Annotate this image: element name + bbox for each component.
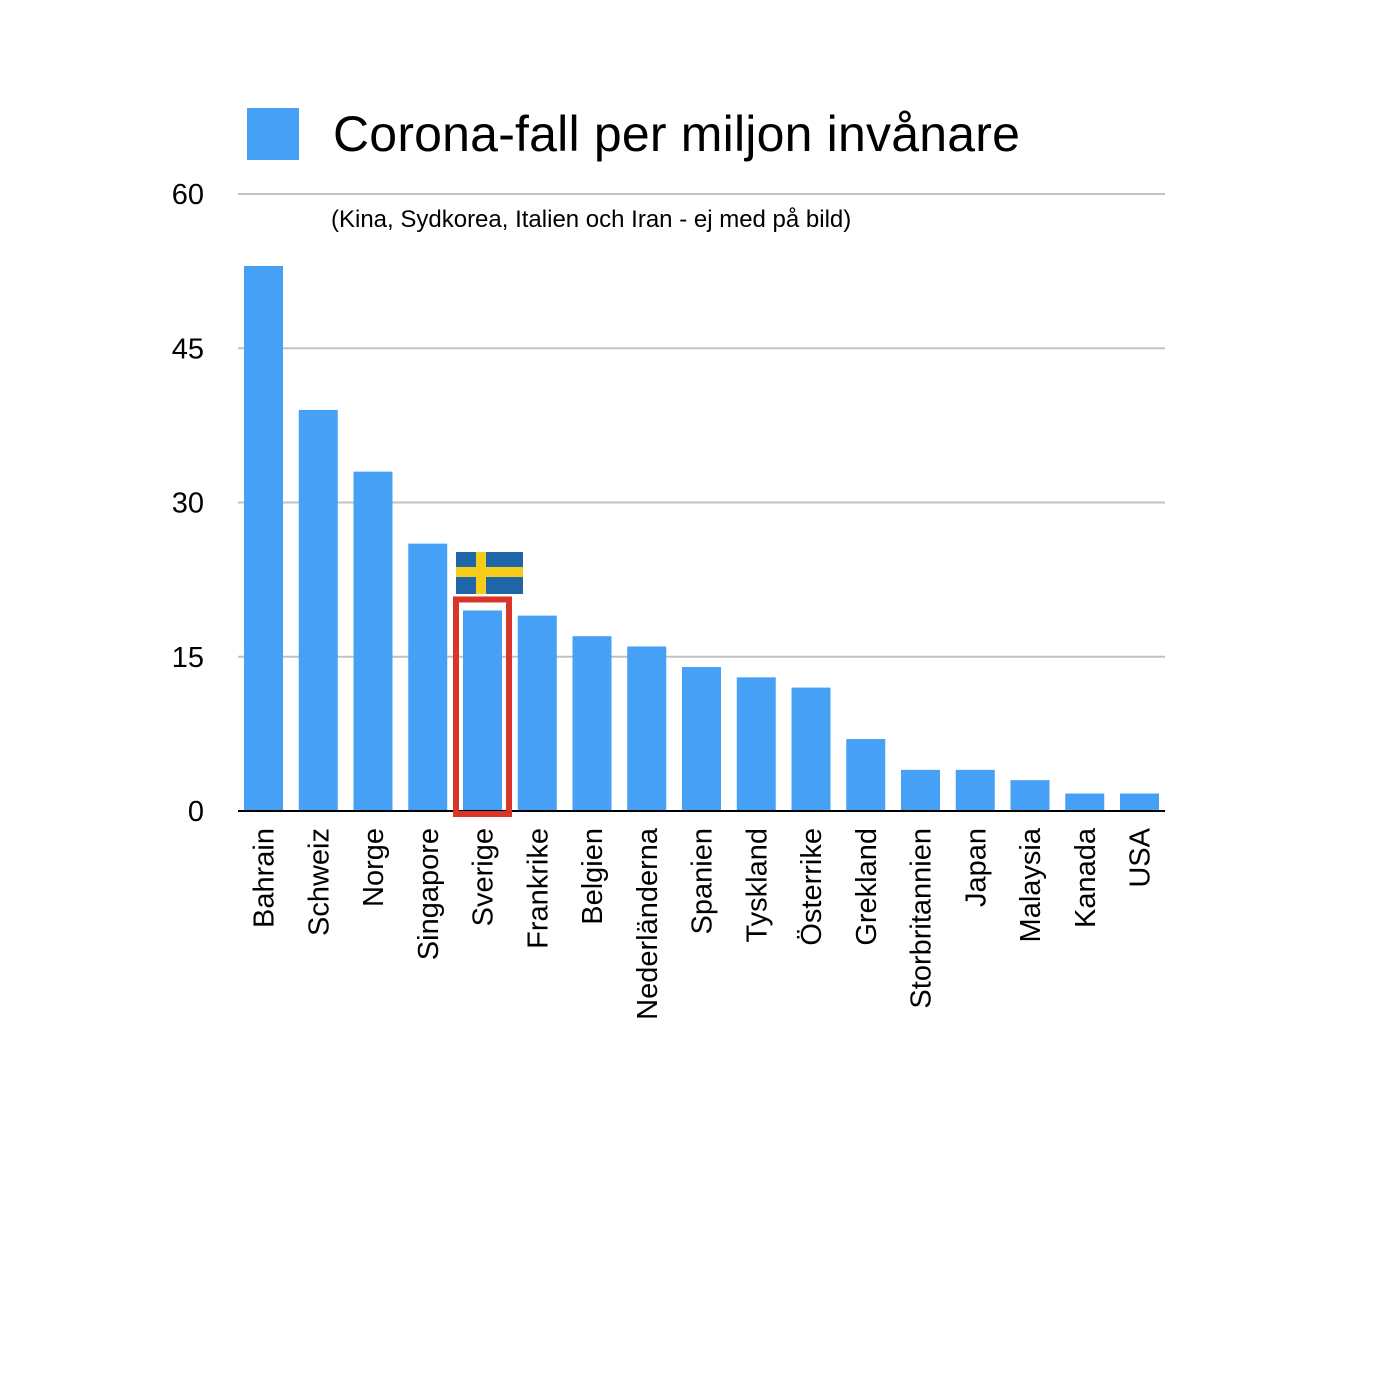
bar — [298, 409, 338, 811]
y-tick-label: 0 — [188, 796, 204, 828]
bars — [244, 265, 1159, 811]
bar — [736, 677, 776, 811]
x-tick-label: Frankrike — [522, 828, 554, 949]
bar — [791, 687, 831, 811]
x-tick-label: Singapore — [413, 828, 445, 960]
x-tick-label: Schweiz — [303, 828, 335, 936]
x-tick-label: Tyskland — [741, 828, 773, 942]
bar — [1010, 780, 1050, 811]
bar — [244, 265, 283, 811]
x-tick-label: Storbritannien — [906, 828, 938, 1009]
y-axis-ticks: 0 15 30 45 60 — [172, 179, 204, 828]
highlight — [453, 552, 523, 817]
x-tick-label: Nederländerna — [632, 827, 664, 1020]
bar — [901, 769, 940, 811]
bar — [572, 636, 612, 811]
x-tick-label: Bahrain — [249, 828, 281, 928]
bar — [1065, 793, 1105, 811]
bar — [846, 739, 886, 811]
bar — [463, 610, 502, 811]
flag-cross-vertical — [476, 552, 486, 594]
y-tick-label: 15 — [172, 642, 204, 674]
legend: Corona-fall per miljon invånare — [247, 108, 1020, 160]
y-tick-label: 60 — [172, 179, 204, 211]
legend-label: Corona-fall per miljon invånare — [333, 106, 1021, 162]
flag-cross-horizontal — [456, 567, 523, 577]
y-tick-label: 30 — [172, 488, 204, 520]
x-tick-label: Malaysia — [1015, 827, 1047, 942]
y-tick-label: 45 — [172, 333, 204, 365]
sweden-flag-icon — [456, 552, 523, 594]
x-tick-label: Belgien — [577, 828, 609, 925]
bar — [682, 667, 721, 811]
x-tick-label: Japan — [960, 828, 992, 907]
bar — [353, 471, 393, 811]
x-tick-label: Österrike — [796, 828, 828, 946]
x-tick-label: Grekland — [851, 828, 883, 946]
x-tick-label: Kanada — [1070, 827, 1102, 928]
bar — [408, 543, 448, 811]
x-tick-label: Norge — [358, 828, 390, 907]
bar — [955, 769, 995, 811]
x-axis-labels: Bahrain Schweiz Norge Singapore Sverige Frank… — [249, 827, 1157, 1020]
chart-subtitle: (Kina, Sydkorea, Italien och Iran - ej m… — [331, 206, 852, 233]
highlight-frame — [453, 596, 512, 817]
x-tick-label: Sverige — [468, 828, 500, 926]
x-tick-label: USA — [1125, 827, 1157, 887]
x-tick-label: Spanien — [687, 828, 719, 934]
bar — [517, 615, 557, 811]
legend-swatch — [247, 108, 299, 160]
bar — [627, 646, 667, 811]
bar — [1120, 793, 1159, 811]
